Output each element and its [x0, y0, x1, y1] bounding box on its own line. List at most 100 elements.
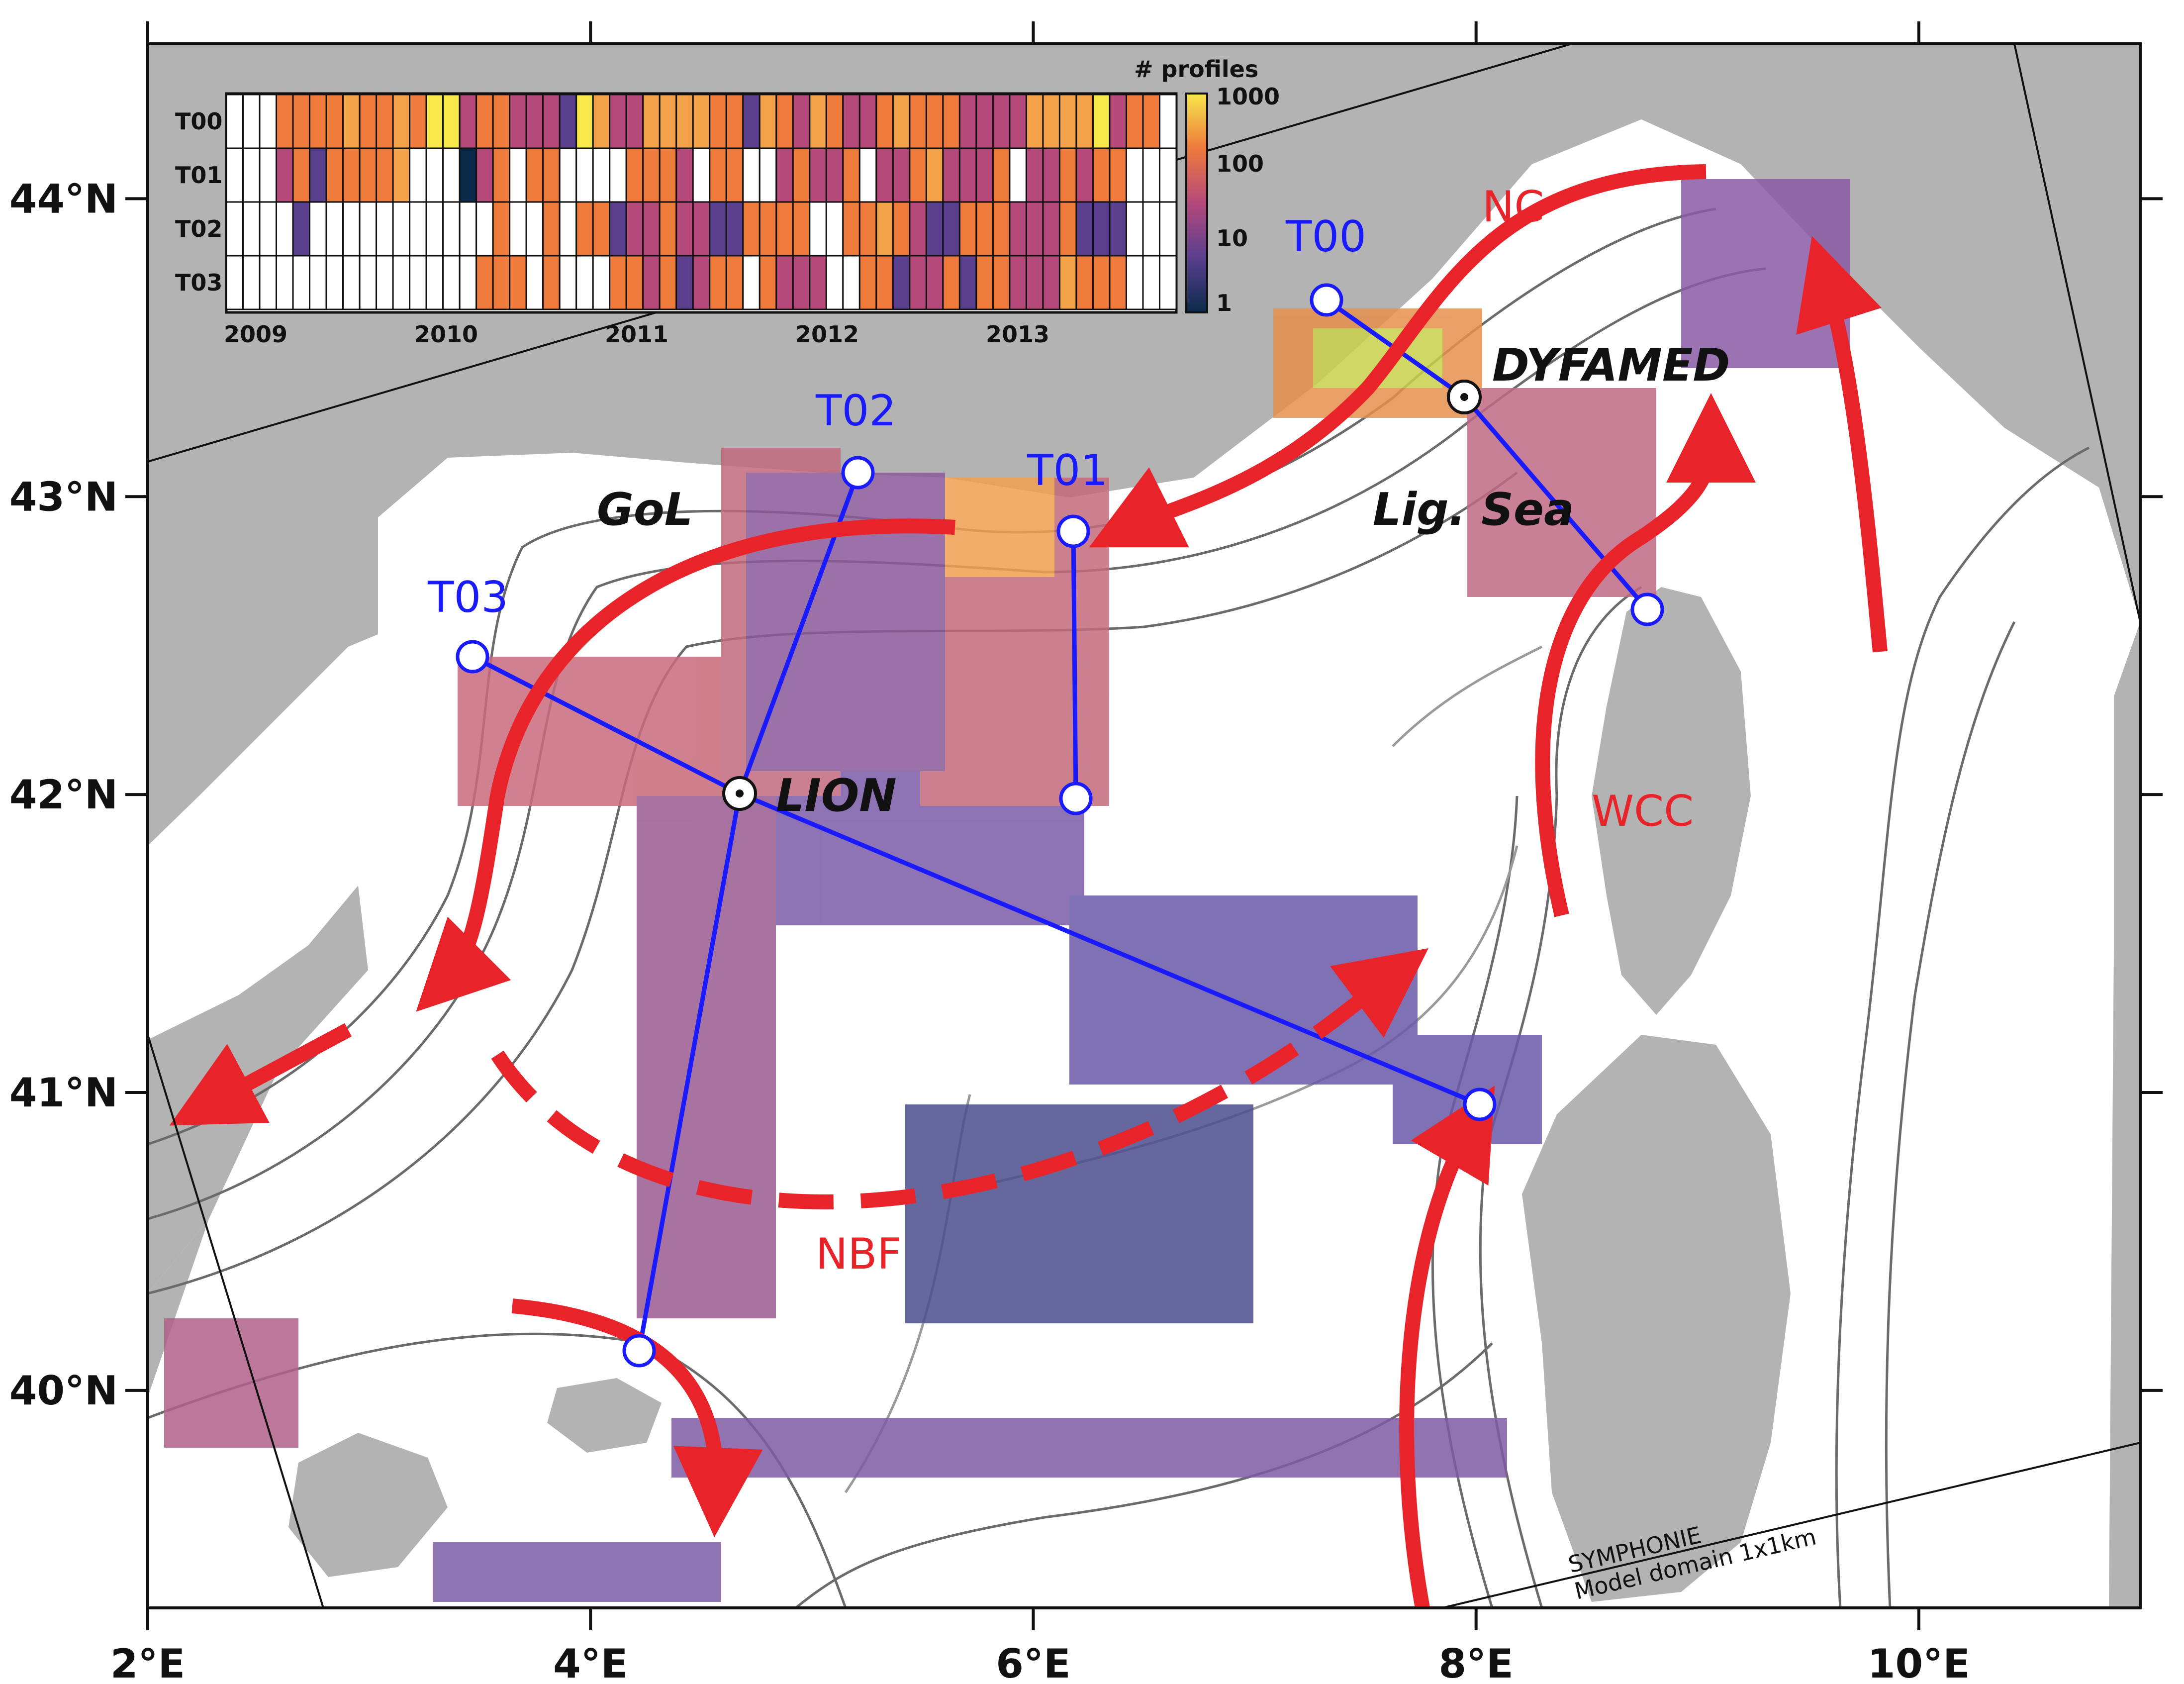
inset-cell: [259, 255, 278, 310]
inset-cell: [892, 147, 911, 203]
inset-cell: [992, 94, 1011, 149]
inset-cell: [475, 255, 494, 310]
inset-cell: [792, 255, 811, 310]
inset-cell: [909, 201, 927, 257]
inset-cell: [459, 201, 477, 257]
inset-cell: [1075, 94, 1094, 149]
inset-cell: [259, 147, 278, 203]
inset-cell: [1092, 94, 1111, 149]
inset-cell: [425, 94, 444, 149]
inset-cell: [1142, 147, 1160, 203]
inset-cell: [992, 201, 1011, 257]
sardinia-current-arrow: [1399, 1086, 1495, 1608]
inset-cell: [809, 255, 827, 310]
inset-cell: [1092, 255, 1111, 310]
cbar-tick-1000: 1000: [1216, 83, 1280, 110]
inset-cell: [609, 94, 627, 149]
lon-tick-label: 6°E: [996, 1641, 1070, 1684]
inset-cell: [575, 201, 594, 257]
current-arrows: [169, 164, 1888, 1608]
inset-cell: [442, 94, 461, 149]
inset-cell: [825, 201, 844, 257]
land-sardinia: [1522, 1035, 1791, 1602]
inset-cell: [1075, 201, 1094, 257]
wcc-current-arrow: [1535, 393, 1756, 917]
inset-cell: [509, 255, 527, 310]
inset-cell: [359, 201, 378, 257]
inset-cell: [1125, 201, 1144, 257]
inset-cell: [642, 94, 661, 149]
inset-cell: [309, 255, 327, 310]
inset-cell: [792, 147, 811, 203]
inset-cell: [809, 94, 827, 149]
inset-cell: [259, 201, 278, 257]
inset-cell: [342, 94, 361, 149]
inset-row-t01: T01: [175, 162, 222, 189]
inset-cell: [892, 201, 911, 257]
inset-cell: [992, 255, 1011, 310]
inset-cell: [642, 147, 661, 203]
inset-cell: [742, 201, 760, 257]
inset-year-2011: 2011: [605, 321, 668, 348]
inset-cell: [875, 147, 894, 203]
inset-cell: [225, 147, 244, 203]
inset-cell: [575, 94, 594, 149]
inset-cell: [442, 147, 461, 203]
inset-cell: [325, 255, 344, 310]
inset-cell: [675, 255, 694, 310]
inset-cell: [1042, 255, 1060, 310]
inset-cell: [1025, 201, 1044, 257]
inset-cell: [792, 201, 811, 257]
inset-cell: [1158, 255, 1177, 310]
inset-cell: [709, 147, 727, 203]
inset-cell: [842, 201, 860, 257]
inset-cell: [242, 147, 261, 203]
inset-cell: [958, 147, 977, 203]
inset-cell: [1125, 94, 1144, 149]
inset-colorbar: [1185, 93, 1208, 313]
inset-cell: [1009, 147, 1027, 203]
inset-cell: [359, 147, 378, 203]
label-nc: NC: [1482, 182, 1544, 232]
inset-cell: [276, 94, 294, 149]
inset-cell: [992, 147, 1011, 203]
lat-tick-label: 44°N: [9, 176, 118, 222]
nc-current-arrow: [1089, 164, 1707, 548]
inset-cell: [225, 255, 244, 310]
inset-cell: [542, 255, 561, 310]
inset-cell: [325, 94, 344, 149]
inset-cell: [475, 201, 494, 257]
inset-cell: [842, 94, 860, 149]
lon-tick-label: 10°E: [1868, 1641, 1970, 1684]
inset-cell: [759, 94, 777, 149]
inset-cell: [725, 201, 744, 257]
inset-cell: [825, 147, 844, 203]
inset-cell: [392, 201, 411, 257]
inset-cell: [276, 201, 294, 257]
inset-cell: [825, 94, 844, 149]
inset-cell: [492, 94, 511, 149]
inset-cell: [392, 255, 411, 310]
inset-cell: [1109, 201, 1127, 257]
inset-cell: [592, 147, 611, 203]
label-t03: T03: [427, 573, 508, 622]
inset-cell: [759, 147, 777, 203]
inset-cell: [575, 255, 594, 310]
inset-cell: [942, 94, 960, 149]
east-corsica-arrow: [1796, 236, 1888, 653]
inset-cell: [292, 255, 311, 310]
inset-cell: [759, 255, 777, 310]
inset-year-2009: 2009: [224, 321, 287, 348]
inset-cell: [875, 201, 894, 257]
land-spain: [148, 622, 423, 1070]
inset-cell: [1125, 147, 1144, 203]
inset-cell: [376, 255, 394, 310]
inset-cell: [609, 255, 627, 310]
inset-cell: [425, 201, 444, 257]
inset-cell: [709, 201, 727, 257]
inset-cell: [625, 201, 644, 257]
inset-cell: [625, 147, 644, 203]
inset-cell: [659, 255, 677, 310]
inset-cell: [659, 94, 677, 149]
inset-cell: [925, 255, 944, 310]
